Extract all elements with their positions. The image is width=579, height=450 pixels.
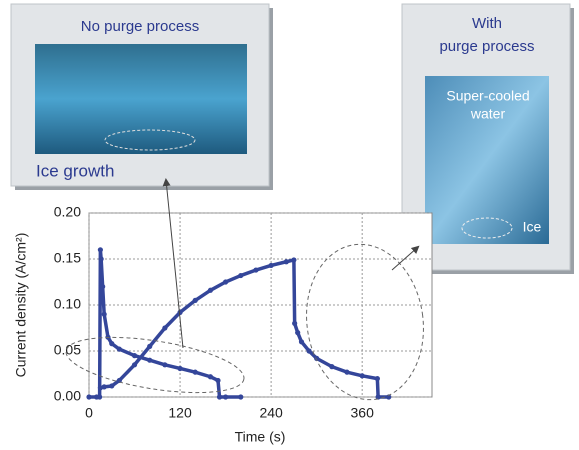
x-tick-label: 0 (85, 405, 93, 421)
data-point (86, 394, 92, 400)
y-tick-label: 0.15 (54, 250, 81, 266)
x-tick-label: 240 (259, 405, 283, 421)
data-point (207, 374, 214, 380)
data-point (131, 362, 138, 368)
data-point (116, 377, 122, 384)
y-tick-label: 0.05 (54, 342, 81, 358)
y-tick-label: 0.00 (54, 388, 81, 404)
data-point (131, 353, 138, 359)
data-point (100, 284, 106, 290)
data-point (283, 259, 289, 265)
callout-ellipse (306, 243, 424, 401)
callout-ellipse (65, 336, 245, 394)
panel-title: With (472, 15, 502, 32)
data-point (222, 279, 229, 285)
photo-ellipse (104, 129, 196, 151)
callout-arrow (391, 245, 420, 271)
data-point (162, 325, 168, 331)
data-point (386, 394, 392, 400)
data-point (192, 369, 198, 375)
data-point (192, 297, 198, 303)
data-point (97, 247, 103, 253)
data-point (268, 262, 274, 269)
photo-ellipse (461, 217, 513, 239)
photo-label: Ice (523, 219, 542, 235)
data-point (216, 394, 223, 400)
data-point (295, 330, 301, 336)
data-point (238, 394, 244, 400)
data-point (162, 362, 168, 368)
x-tick-label: 120 (168, 405, 192, 421)
data-point (374, 376, 380, 382)
data-point (238, 272, 244, 279)
photo-label: water (470, 106, 506, 122)
data-point (147, 357, 153, 363)
data-point (298, 339, 305, 345)
data-point (98, 256, 104, 262)
y-axis-label: Current density (A/cm²) (13, 233, 29, 378)
data-point (253, 267, 259, 273)
data-point (375, 394, 381, 400)
data-point (314, 355, 320, 361)
data-point (344, 369, 350, 375)
callout-arrow (162, 178, 184, 349)
data-point (116, 346, 122, 352)
data-point (329, 364, 335, 370)
data-point (207, 287, 214, 293)
photo (35, 44, 247, 154)
data-point (177, 365, 183, 372)
x-axis-label: Time (s) (235, 429, 286, 445)
panel-title: No purge process (81, 18, 199, 35)
data-point (101, 384, 107, 390)
data-point (109, 383, 115, 389)
photo-label: Super-cooled (446, 88, 529, 104)
data-point (222, 394, 229, 400)
panel-title: purge process (439, 38, 534, 55)
data-point (109, 341, 115, 347)
data-point (291, 257, 297, 263)
photo (425, 76, 549, 244)
data-point (292, 320, 298, 326)
x-tick-label: 360 (351, 405, 375, 421)
data-point (359, 373, 365, 379)
data-point (215, 377, 221, 384)
photo-label: Ice growth (36, 161, 114, 180)
plot-area (88, 212, 433, 398)
data-point (306, 348, 312, 354)
y-tick-label: 0.20 (54, 204, 81, 220)
data-point (147, 343, 153, 349)
data-point (97, 394, 103, 400)
data-point (101, 311, 107, 317)
y-tick-label: 0.10 (54, 296, 81, 312)
